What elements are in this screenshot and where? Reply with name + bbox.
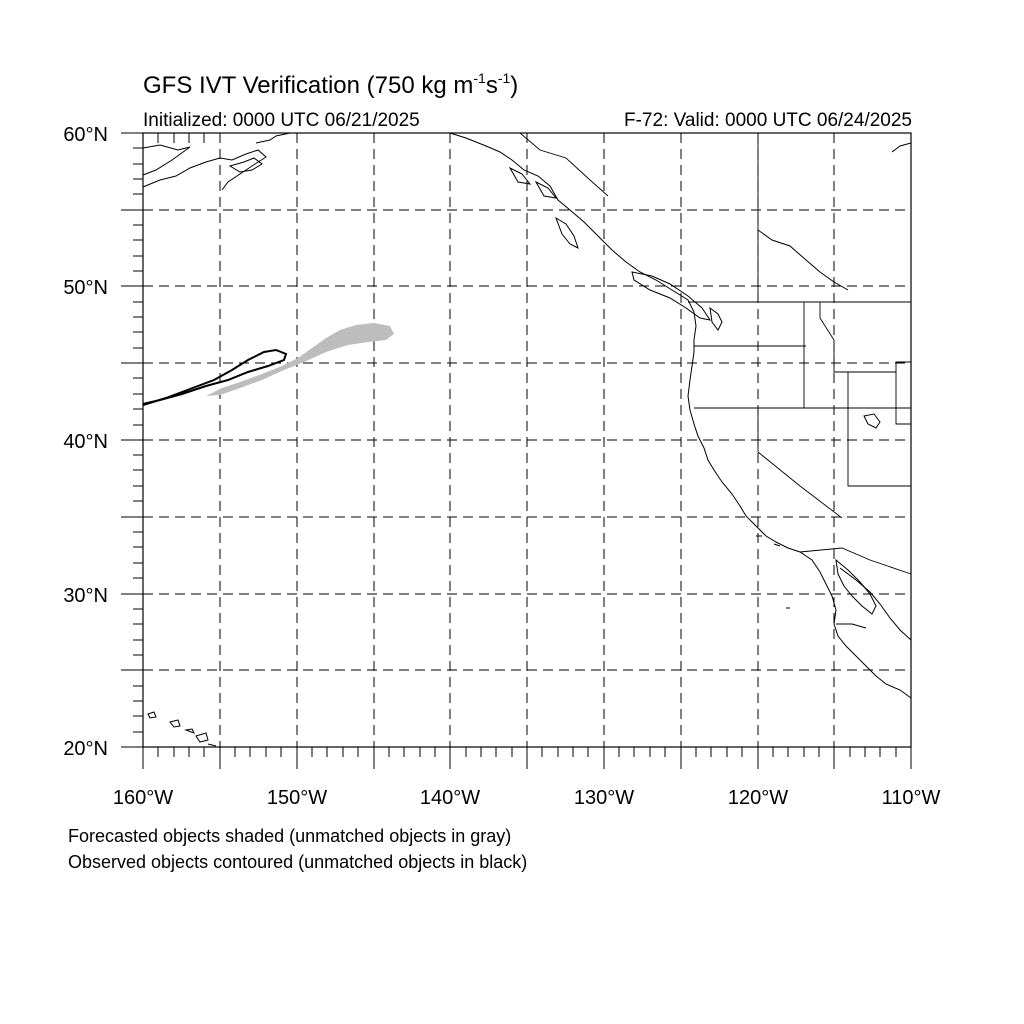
political-boundaries	[519, 132, 912, 575]
lat-label-40: 40°N	[63, 431, 108, 453]
lon-label-120w: 120°W	[728, 787, 788, 809]
valid-time-label: F-72: Valid: 0000 UTC 06/24/2025	[624, 110, 912, 131]
lat-labels: 60°N 50°N 40°N 30°N 20°N	[63, 124, 108, 760]
forecast-ivt-object	[206, 323, 394, 396]
legend-observed-note: Observed objects contoured (unmatched ob…	[68, 852, 528, 872]
lat-label-60: 60°N	[63, 124, 108, 146]
lat-label-50: 50°N	[63, 277, 108, 299]
legend-forecast-note: Forecasted objects shaded (unmatched obj…	[68, 826, 512, 846]
observed-ivt-contour	[142, 348, 288, 406]
axis-ticks	[121, 132, 912, 769]
lon-labels: 160°W 150°W 140°W 130°W 120°W 110°W	[113, 787, 941, 809]
lon-label-140w: 140°W	[420, 787, 480, 809]
init-time-label: Initialized: 0000 UTC 06/21/2025	[143, 110, 420, 131]
lon-label-150w: 150°W	[267, 787, 327, 809]
coastlines	[142, 132, 912, 747]
lat-label-30: 30°N	[63, 585, 108, 607]
lon-label-160w: 160°W	[113, 787, 173, 809]
map-title: GFS IVT Verification (750 kg m-1s-1)	[143, 70, 519, 99]
lon-label-110w: 110°W	[882, 787, 941, 809]
grid-lines	[143, 133, 911, 747]
lat-label-20: 20°N	[63, 738, 108, 760]
lon-label-130w: 130°W	[574, 787, 634, 809]
